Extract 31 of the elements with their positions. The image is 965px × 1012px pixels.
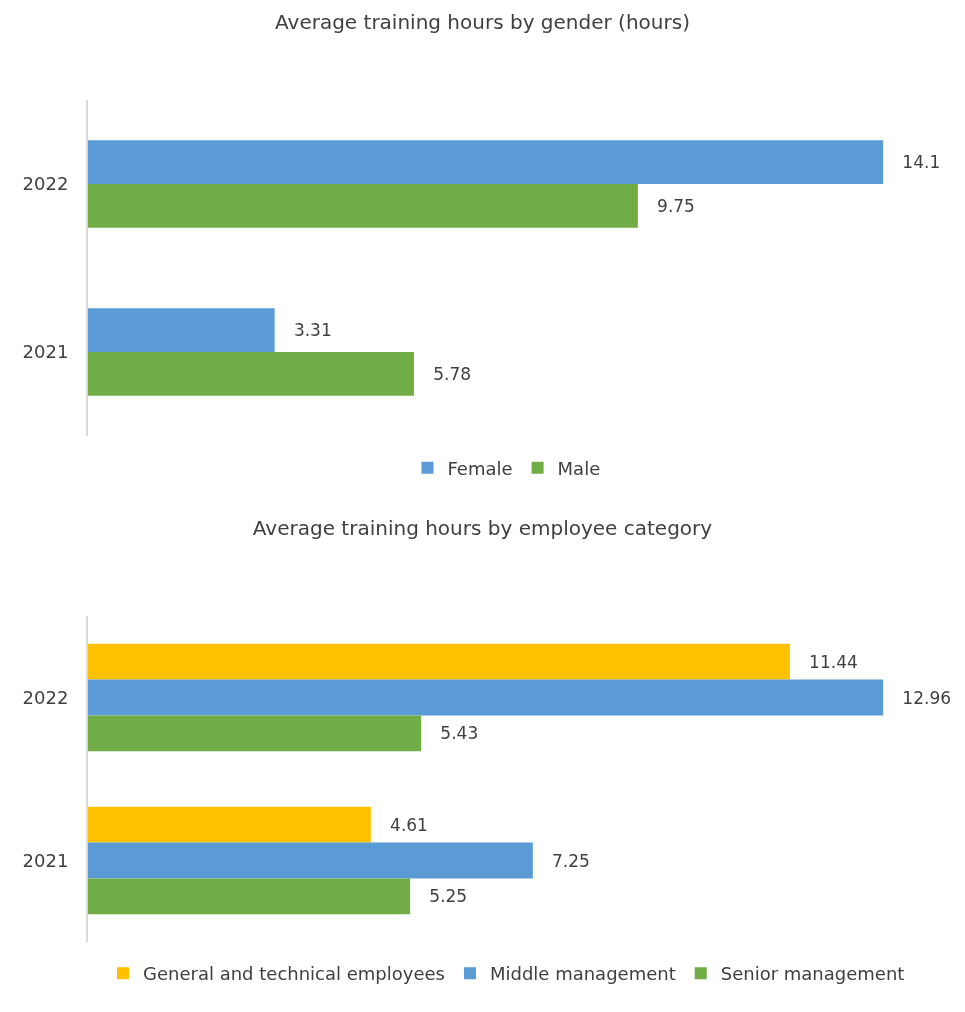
legend-label: Male <box>557 457 601 479</box>
bar <box>88 184 638 228</box>
data-label: 5.78 <box>416 363 472 384</box>
bar <box>88 715 422 752</box>
legend-label: Senior management <box>720 963 905 985</box>
data-label: 3.31 <box>277 320 332 341</box>
chart-title: Average training hours by gender (hours) <box>275 10 690 35</box>
bar <box>88 878 411 915</box>
y-tick-label: 2022 <box>22 173 69 195</box>
bar <box>88 352 414 396</box>
legend-label: Middle management <box>489 963 676 985</box>
bar <box>88 842 533 879</box>
y-tick-label: 2021 <box>22 341 69 363</box>
data-label: 12.96 <box>886 687 952 708</box>
chart-title: Average training hours by employee category <box>252 516 713 541</box>
legend-label: General and technical employees <box>143 963 445 985</box>
data-label: 4.61 <box>373 814 428 835</box>
bar <box>88 679 884 716</box>
bar <box>88 308 275 352</box>
data-label: 5.25 <box>413 886 468 907</box>
legend-label: Female <box>447 457 513 479</box>
data-label: 11.44 <box>792 651 858 672</box>
y-tick-label: 2022 <box>22 686 69 708</box>
data-label: 14.1 <box>886 152 941 173</box>
data-label: 5.43 <box>424 723 479 744</box>
bar <box>88 140 884 184</box>
bar <box>88 643 790 680</box>
bar <box>88 806 371 843</box>
data-label: 9.75 <box>640 195 695 216</box>
data-label: 7.25 <box>535 850 590 871</box>
y-tick-label: 2021 <box>22 849 69 871</box>
